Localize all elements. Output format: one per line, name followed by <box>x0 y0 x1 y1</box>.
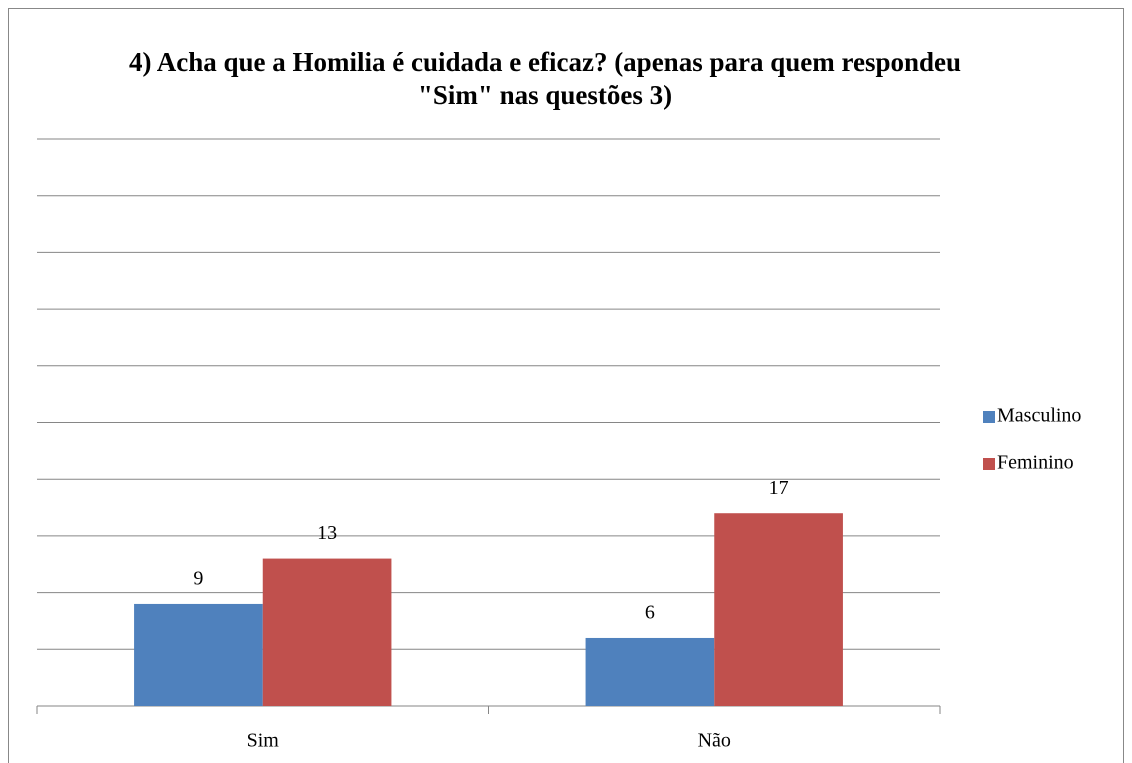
data-label: 17 <box>769 477 789 499</box>
legend-swatch <box>983 458 995 470</box>
bar <box>714 513 843 706</box>
chart-title: 4) Acha que a Homilia é cuidada e eficaz… <box>128 47 962 110</box>
legend-label: Masculino <box>997 405 1081 427</box>
data-label: 9 <box>193 568 203 590</box>
bar <box>262 558 392 706</box>
x-tick-label: Sim <box>247 730 280 752</box>
legend-swatch <box>983 411 995 423</box>
x-tick-label: Não <box>698 730 731 752</box>
data-label: 13 <box>317 522 337 544</box>
data-label: 6 <box>645 602 655 624</box>
chart-frame <box>8 8 1124 763</box>
legend-label: Feminino <box>997 452 1074 474</box>
bar <box>585 637 715 706</box>
bar <box>134 603 263 706</box>
